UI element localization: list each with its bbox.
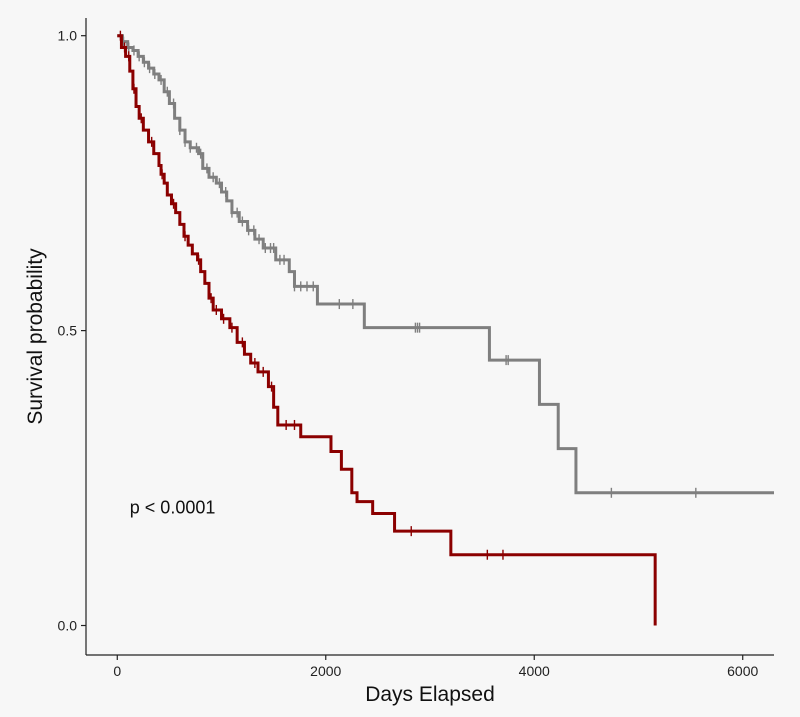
ticks-layer: 0 2000 4000 6000 0.0 0.5 1.0 — [58, 28, 759, 679]
series-layer — [117, 30, 774, 626]
y-tick-label: 0.5 — [58, 323, 78, 339]
x-axis-title: Days Elapsed — [365, 683, 495, 706]
y-tick-label: 1.0 — [58, 28, 78, 44]
x-tick-label: 6000 — [727, 663, 758, 679]
x-tick-label: 0 — [113, 663, 121, 679]
survival-curve-2 — [117, 34, 657, 626]
axes-layer — [85, 18, 774, 656]
p-value-annotation: p < 0.0001 — [130, 497, 216, 517]
y-tick-label: 0.0 — [58, 618, 78, 634]
x-tick-label: 2000 — [310, 663, 341, 679]
y-axis-title: Survival probability — [24, 248, 47, 425]
x-tick-label: 4000 — [519, 663, 550, 679]
